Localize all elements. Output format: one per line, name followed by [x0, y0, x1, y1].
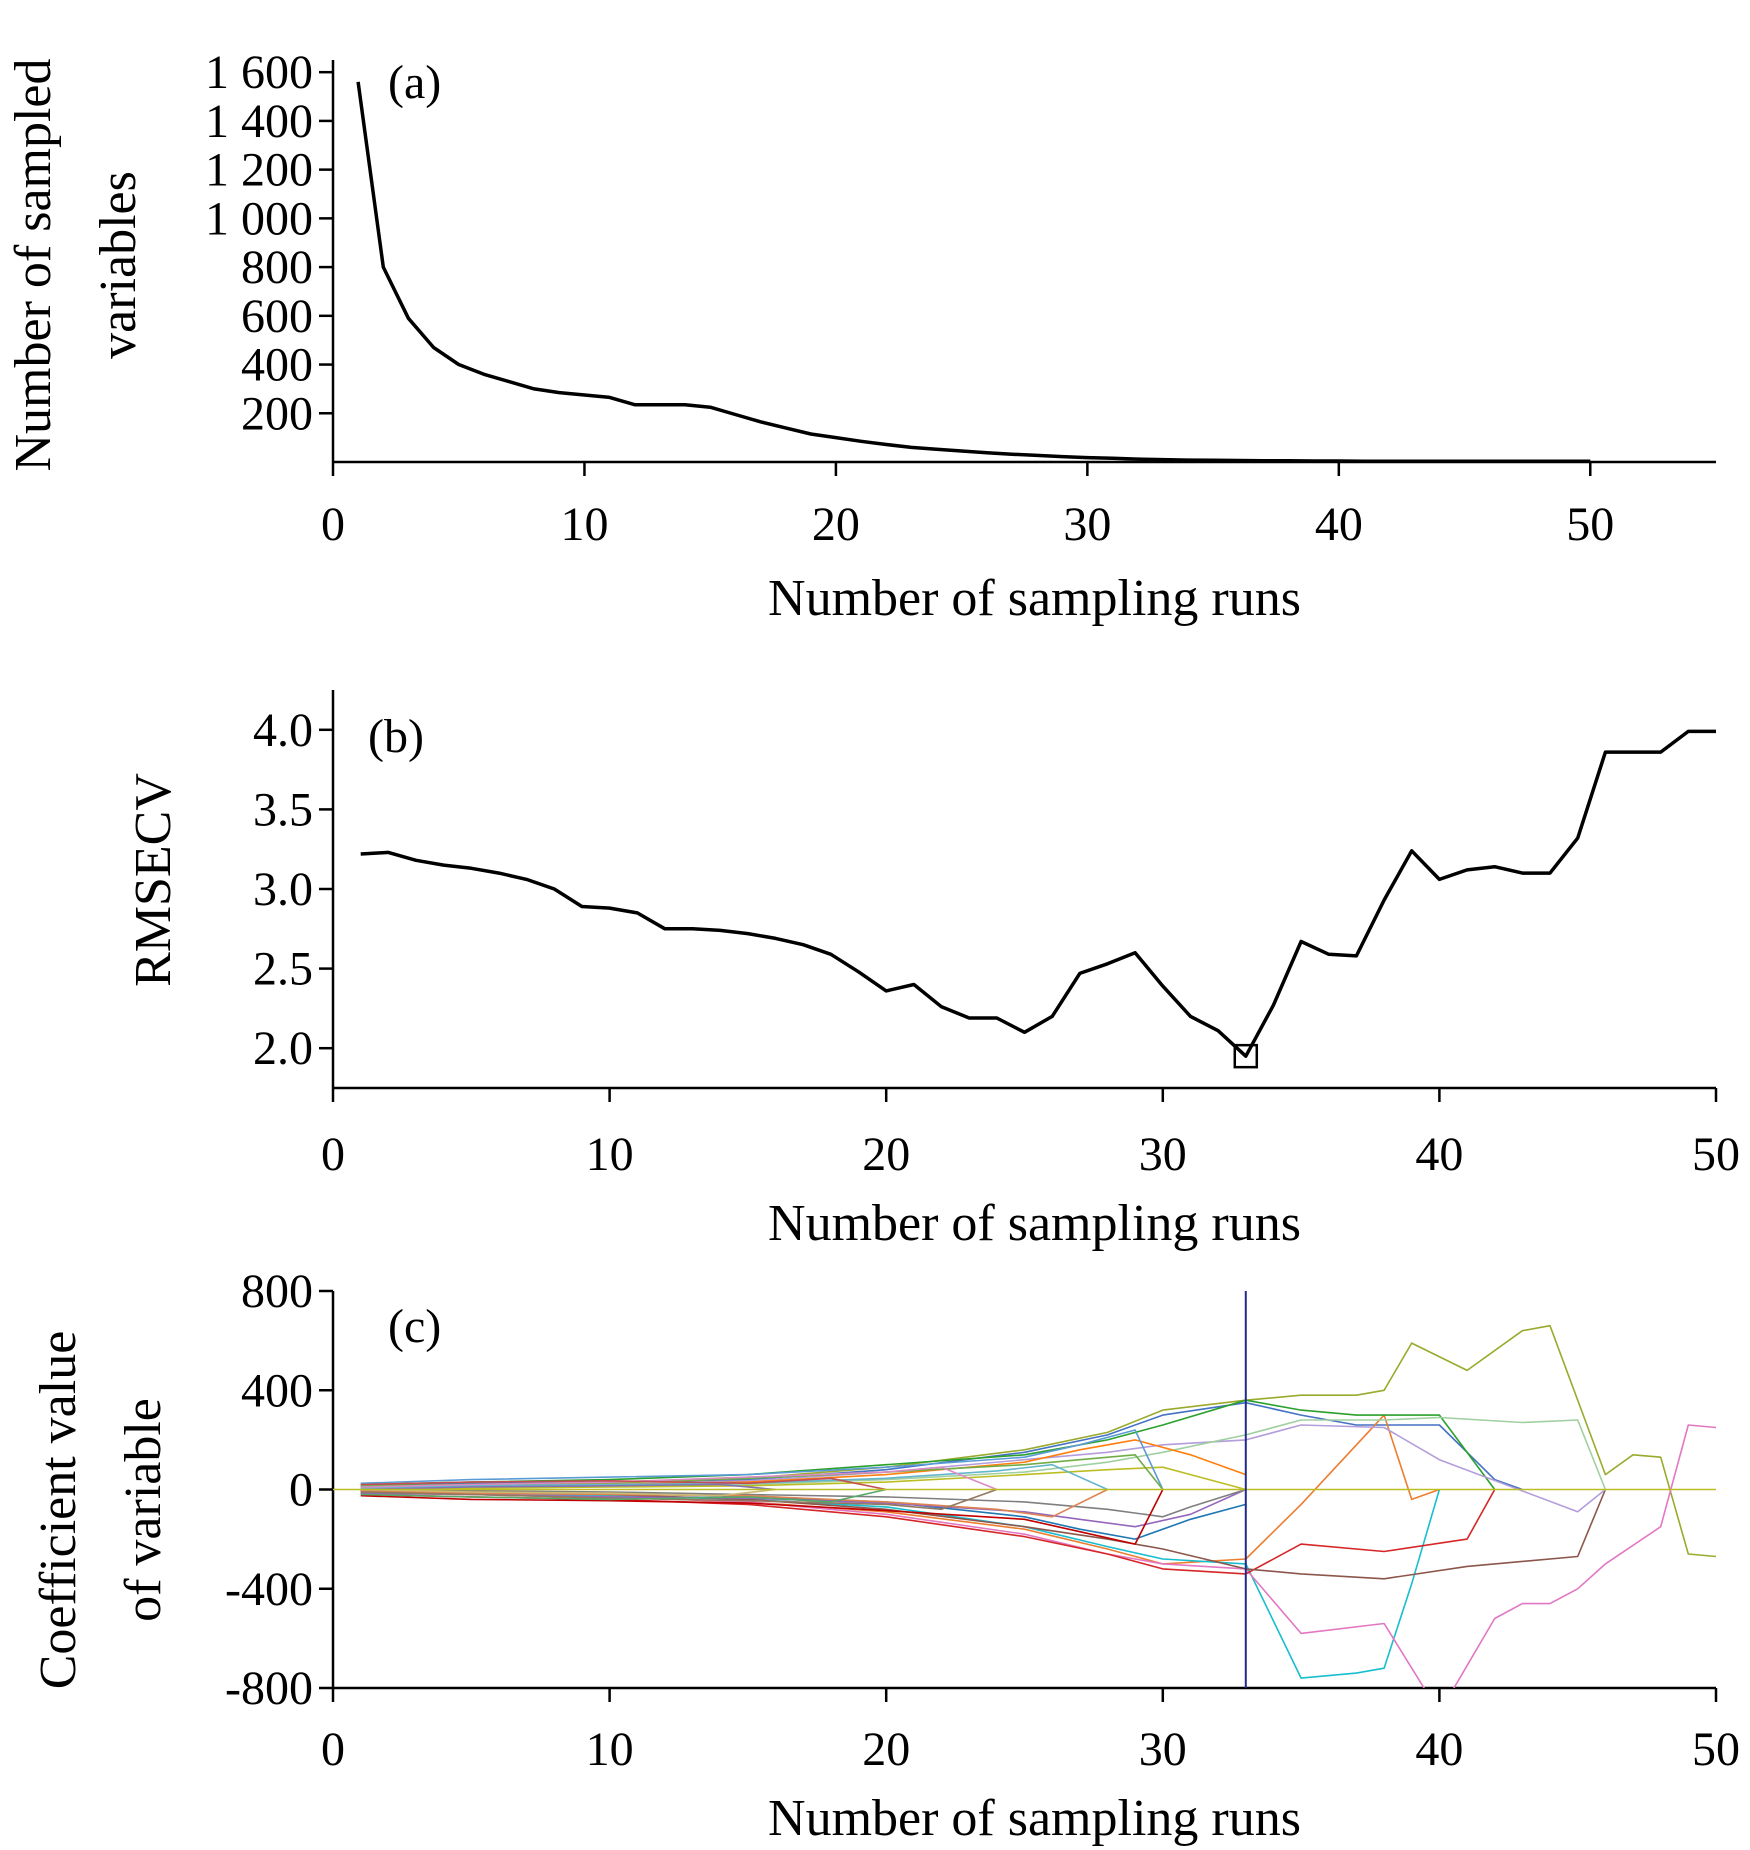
- series-line: [360, 1463, 1108, 1491]
- series-line: [360, 1399, 1496, 1490]
- y-tick-label: 600: [241, 290, 313, 343]
- y-tick-label: 0: [289, 1464, 313, 1517]
- y-tick-label: 800: [241, 1265, 313, 1318]
- y-tick-label: 3.5: [253, 783, 313, 836]
- x-tick-label: 30: [1139, 1723, 1187, 1776]
- x-tick-label: 20: [862, 1128, 910, 1181]
- y-tick-label: 2.0: [253, 1022, 313, 1075]
- x-tick-label: 30: [1139, 1128, 1187, 1181]
- series-line: [360, 1489, 1496, 1575]
- y-axis-label: Coefficient value: [30, 1331, 87, 1690]
- series-line: [360, 1488, 998, 1511]
- y-tick-label: 4.0: [253, 704, 313, 757]
- x-tick-label: 50: [1566, 498, 1614, 551]
- y-tick-label: 1 400: [205, 95, 313, 148]
- y-tick-label: 200: [241, 387, 313, 440]
- panel-label: (c): [388, 1300, 441, 1353]
- panel-label: (a): [388, 56, 441, 109]
- series-line: [360, 1424, 1716, 1688]
- panel-c: 0 10 20 30 40 50 -800 -400 0 400 800 Number of samp…: [30, 1265, 1740, 1847]
- series-line: [360, 1324, 1716, 1558]
- panel-label: (b): [368, 710, 424, 763]
- series-line: [360, 1489, 1164, 1545]
- y-axis-label: Number of sampled: [5, 58, 62, 471]
- y-axis-label: variables: [90, 171, 147, 359]
- plot-area: [360, 729, 1716, 1058]
- y-tick-label: -800: [225, 1662, 313, 1715]
- x-tick-label: 50: [1692, 1723, 1740, 1776]
- x-tick-label: 10: [586, 1723, 634, 1776]
- y-tick-label: 400: [241, 339, 313, 392]
- x-tick-label: 20: [862, 1723, 910, 1776]
- y-tick-label: 1 200: [205, 144, 313, 197]
- y-tick-label: 3.0: [253, 863, 313, 916]
- x-axis-label: Number of sampling runs: [768, 1195, 1301, 1252]
- x-tick-label: 10: [560, 498, 608, 551]
- x-tick-label: 0: [321, 1723, 345, 1776]
- plot-area: [333, 1324, 1716, 1688]
- y-axis-label: RMSECV: [125, 773, 182, 987]
- plot-area: [356, 81, 1591, 462]
- series-line: [360, 1466, 998, 1491]
- x-tick-label: 50: [1692, 1128, 1740, 1181]
- series-line: [356, 81, 1591, 462]
- y-tick-label: -400: [225, 1563, 313, 1616]
- minimum-marker: [1233, 1043, 1259, 1069]
- series-line: [360, 1488, 776, 1497]
- x-tick-label: 0: [321, 1128, 345, 1181]
- series-line: [360, 1488, 1108, 1518]
- x-tick-label: 20: [812, 498, 860, 551]
- y-tick-label: 400: [241, 1364, 313, 1417]
- y-axis-label: of variable: [115, 1398, 172, 1622]
- x-tick-label: 10: [586, 1128, 634, 1181]
- x-tick-label: 40: [1315, 498, 1363, 551]
- y-tick-label: 1 600: [205, 46, 313, 99]
- series-line: [360, 1466, 1247, 1491]
- series-line: [360, 1483, 776, 1491]
- series-line: [360, 1489, 1607, 1580]
- series-line: [360, 729, 1716, 1058]
- x-axis-label: Number of sampling runs: [768, 570, 1301, 627]
- series-line: [360, 1489, 1441, 1679]
- series-line: [360, 1477, 887, 1491]
- x-tick-label: 40: [1415, 1723, 1463, 1776]
- x-tick-label: 40: [1415, 1128, 1463, 1181]
- panel-b: 0 10 20 30 40 50 2.0 2.5 3.0 3.5 4.0 Number of samp…: [125, 690, 1740, 1252]
- series-line: [360, 1429, 1164, 1490]
- x-tick-label: 0: [321, 498, 345, 551]
- x-axis-label: Number of sampling runs: [768, 1790, 1301, 1847]
- y-tick-label: 800: [241, 241, 313, 294]
- y-tick-label: 2.5: [253, 943, 313, 996]
- y-tick-label: 1 000: [205, 192, 313, 245]
- x-tick-label: 30: [1063, 498, 1111, 551]
- series-line: [360, 1488, 1247, 1518]
- series-line: [360, 1488, 887, 1503]
